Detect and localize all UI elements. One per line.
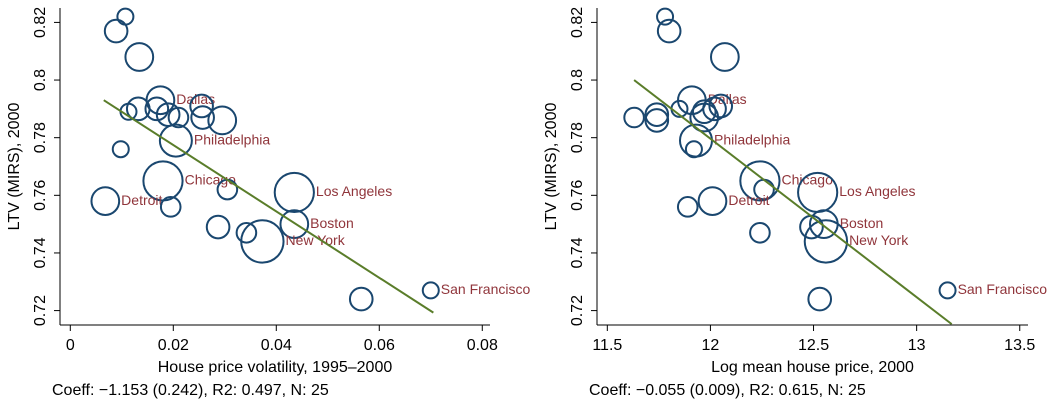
y-tick-label: 0.8 — [32, 69, 49, 91]
bubble — [644, 102, 670, 127]
bubble — [90, 186, 121, 216]
bubble — [205, 214, 231, 240]
bubble — [279, 209, 310, 239]
y-tick-label: 0.74 — [32, 237, 49, 268]
x-tick-label: 0.06 — [364, 337, 395, 354]
point-label: Los Angeles — [839, 183, 915, 199]
bubble — [623, 106, 645, 129]
bubble — [189, 93, 214, 119]
y-tick-label: 0.72 — [569, 295, 586, 326]
bubble — [697, 186, 728, 216]
bubble — [691, 99, 717, 125]
bubble — [144, 96, 170, 122]
bubble — [235, 221, 258, 244]
y-axis-title: LTV (MIRS), 2000 — [543, 103, 560, 231]
bubble — [656, 18, 682, 44]
bubble — [158, 123, 193, 158]
bubble — [684, 140, 703, 159]
bubble — [167, 106, 190, 129]
point-label: Boston — [310, 215, 354, 231]
point-label: San Francisco — [441, 281, 531, 297]
x-tick-label: 0.02 — [158, 337, 189, 354]
bubble — [190, 105, 215, 130]
x-tick-label: 13.5 — [1004, 337, 1035, 354]
point-label: Detroit — [728, 192, 769, 208]
bubble — [739, 160, 781, 202]
annotation: Coeff: −0.055 (0.009), R2: 0.615, N: 25 — [589, 382, 866, 399]
y-tick-label: 0.82 — [569, 7, 586, 38]
y-tick-label: 0.78 — [32, 122, 49, 153]
bubble — [207, 105, 238, 136]
fit-line — [633, 79, 953, 325]
y-tick-label: 0.76 — [569, 180, 586, 211]
bubble — [656, 7, 675, 26]
x-axis-title: House price volatility, 1995–2000 — [158, 359, 393, 376]
bubble — [240, 219, 285, 264]
x-tick-label: 13 — [908, 337, 926, 354]
bubble — [159, 196, 182, 218]
bubble — [749, 221, 771, 244]
bubble — [421, 281, 440, 300]
point-label: Philadelphia — [714, 131, 790, 147]
point-label: Philadelphia — [194, 131, 270, 147]
bubble — [273, 171, 315, 214]
bubble — [116, 7, 135, 26]
y-tick-label: 0.78 — [569, 122, 586, 153]
x-axis-title: Log mean house price, 2000 — [711, 359, 914, 376]
bubble — [111, 140, 130, 159]
y-axis-title: LTV (MIRS), 2000 — [6, 103, 23, 231]
point-label: Chicago — [782, 172, 834, 188]
x-tick-label: 12 — [702, 337, 720, 354]
x-tick-label: 12.5 — [798, 337, 829, 354]
y-tick-label: 0.82 — [32, 7, 49, 38]
point-label: New York — [849, 232, 909, 248]
y-tick-label: 0.72 — [32, 295, 49, 326]
bubble — [124, 42, 155, 72]
bubble — [710, 42, 740, 72]
bubble — [676, 196, 699, 218]
bubble — [807, 286, 833, 312]
point-label: Los Angeles — [316, 183, 392, 199]
point-label: Boston — [840, 215, 884, 231]
x-tick-label: 0.04 — [261, 337, 292, 354]
x-tick-label: 11.5 — [592, 337, 622, 354]
bubble — [708, 93, 734, 119]
bubble — [644, 108, 670, 133]
fit-line — [103, 99, 434, 314]
bubble — [125, 96, 151, 122]
point-label: Chicago — [185, 172, 237, 188]
y-tick-label: 0.8 — [569, 69, 586, 91]
bubble — [803, 219, 849, 264]
point-label: San Francisco — [958, 281, 1048, 297]
bubble — [689, 102, 720, 133]
x-tick-label: 0 — [66, 337, 75, 354]
x-tick-label: 0.08 — [467, 337, 498, 354]
bubble — [938, 281, 957, 300]
bubble — [348, 286, 374, 312]
bubble — [103, 18, 129, 44]
y-tick-label: 0.74 — [569, 237, 586, 268]
point-label: New York — [286, 232, 346, 248]
point-label: Detroit — [121, 192, 162, 208]
y-tick-label: 0.76 — [32, 180, 49, 211]
annotation: Coeff: −1.153 (0.242), R2: 0.497, N: 25 — [52, 382, 329, 399]
